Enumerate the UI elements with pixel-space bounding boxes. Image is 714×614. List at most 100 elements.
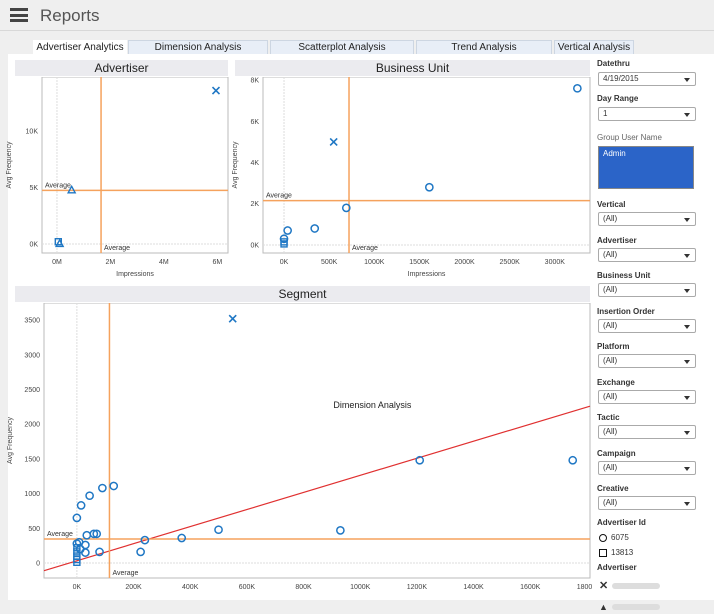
platform-select[interactable]: (All) [598,354,696,368]
y-tick-label: 8K [250,78,259,85]
average-label-x: Average [112,570,138,577]
chevron-down-icon [684,253,690,258]
y-tick-label: 2500 [24,387,40,394]
campaign-label: Campaign [597,448,636,458]
chevron-down-icon [684,360,690,364]
y-axis-label: Avg Frequency [7,417,14,464]
legend-item-6075[interactable]: 6075 [599,531,629,544]
day-range-select[interactable]: 1 [598,107,696,121]
x-tick-label: 1200K [407,584,428,591]
vertical-select[interactable]: (All) [598,212,696,226]
filter-sidebar: Datethru 4/19/2015 Day Range 1 Group Use… [597,54,714,612]
insertion-order-label: Insertion Order [597,306,655,316]
datethru-select[interactable]: 4/19/2015 [598,72,696,86]
tab-vertical-analysis[interactable]: Vertical Analysis [554,40,634,55]
insertion-order-select[interactable]: (All) [598,318,696,333]
chevron-down-icon [684,218,690,222]
data-point-circle [136,547,145,557]
data-point-circle [310,224,320,233]
x-tick-label: 1800K [577,584,592,591]
tab-dimension-analysis[interactable]: Dimension Analysis [128,40,268,55]
x-tick-label: 2500K [500,259,521,266]
y-tick-label: 6K [250,119,259,126]
data-point-x [211,86,221,95]
insertion-order-value: (All) [603,320,618,330]
creative-select[interactable]: (All) [598,496,696,510]
chevron-down-icon [684,289,690,293]
vertical-value: (All) [603,214,618,223]
average-label-x: Average [352,245,378,252]
x-tick-label: 3000K [545,259,566,266]
datethru-value: 4/19/2015 [603,74,639,83]
creative-value: (All) [603,498,618,507]
chevron-down-icon [684,502,690,506]
data-point-triangle [66,184,77,194]
x-tick-label: 2M [106,259,116,266]
tactic-value: (All) [603,427,618,436]
hamburger-icon[interactable] [10,8,28,22]
legend-item-advertiser-1[interactable]: ✕ [599,578,661,594]
business-unit-select[interactable]: (All) [598,283,696,297]
average-label-y: Average [266,193,292,200]
group-user-listbox[interactable]: Admin [598,146,694,189]
triangle-icon: ▲ [599,602,608,612]
data-point-circle [75,544,85,554]
data-point-circle [98,483,107,493]
x-tick-label: 1600K [520,584,541,591]
legend-label: 13813 [611,548,634,557]
advertiser-scatter-chart[interactable]: 0M 2M 4M 6M 0K 5K 10K Impressions Avg Frequency A… [0,77,232,282]
day-range-label: Day Range [597,94,639,103]
creative-label: Creative [597,484,629,493]
tab-trend-analysis[interactable]: Trend Analysis [416,40,552,55]
x-tick-label: 600K [239,584,256,591]
y-tick-label: 0K [250,242,259,249]
datethru-label: Datethru [597,59,630,68]
exchange-label: Exchange [597,377,635,387]
exchange-select[interactable]: (All) [598,389,696,404]
chart-annotation: Dimension Analysis [333,400,412,410]
chevron-down-icon [684,431,690,435]
tactic-label: Tactic [597,413,620,422]
y-axis-label: Avg Frequency [6,141,13,188]
group-user-option-admin[interactable]: Admin [603,149,626,158]
y-tick-label: 3500 [24,318,40,325]
business-unit-scatter-chart[interactable]: 0K 500K 1000K 1500K 2000K 2500K 3000K 0K 2K 4K 6K 8… [232,77,592,282]
y-tick-label: 2K [250,201,259,208]
x-tick-label: 0K [280,259,289,266]
data-point-circle [95,547,104,557]
tactic-select[interactable]: (All) [598,425,696,439]
x-tick-label: 0M [52,259,62,266]
x-tick-label: 1000K [350,584,371,591]
tab-scatterplot-analysis[interactable]: Scatterplot Analysis [270,40,414,55]
legend-item-13813[interactable]: 13813 [599,546,633,559]
campaign-select[interactable]: (All) [598,460,696,475]
group-user-label: Group User Name [597,133,662,142]
data-point-circle [424,182,434,192]
data-point-circle [336,526,345,535]
data-point-circle [283,226,292,235]
x-tick-label: 1000K [364,259,385,266]
page-title: Reports [40,6,100,25]
segment-scatter-chart[interactable]: 0K 200K 400K 600K 800K 1000K 1200K 1400K 1600K 18… [0,303,592,600]
app-header: Reports [0,0,714,31]
platform-value: (All) [603,356,618,365]
x-tick-label: 200K [125,584,142,591]
y-tick-label: 2000 [24,422,40,429]
data-point-circle [573,83,582,93]
legend-item-advertiser-2[interactable]: ▲ [599,600,660,614]
data-point-circle [76,501,86,510]
campaign-value: (All) [603,462,618,472]
chevron-down-icon [684,395,690,400]
business-unit-label: Business Unit [597,271,651,280]
x-tick-label: 500K [321,259,338,266]
y-tick-label: 4K [250,160,259,167]
y-tick-label: 500 [28,526,40,533]
advertiser-id-legend-label: Advertiser Id [597,518,646,527]
advertiser-select[interactable]: (All) [598,247,696,262]
y-tick-label: 10K [26,129,39,136]
redacted-label [612,583,661,589]
tab-advertiser-analytics[interactable]: Advertiser Analytics [33,40,127,55]
data-point-circle [568,455,578,465]
advertiser-label: Advertiser [597,235,637,245]
business-unit-value: (All) [603,285,618,294]
